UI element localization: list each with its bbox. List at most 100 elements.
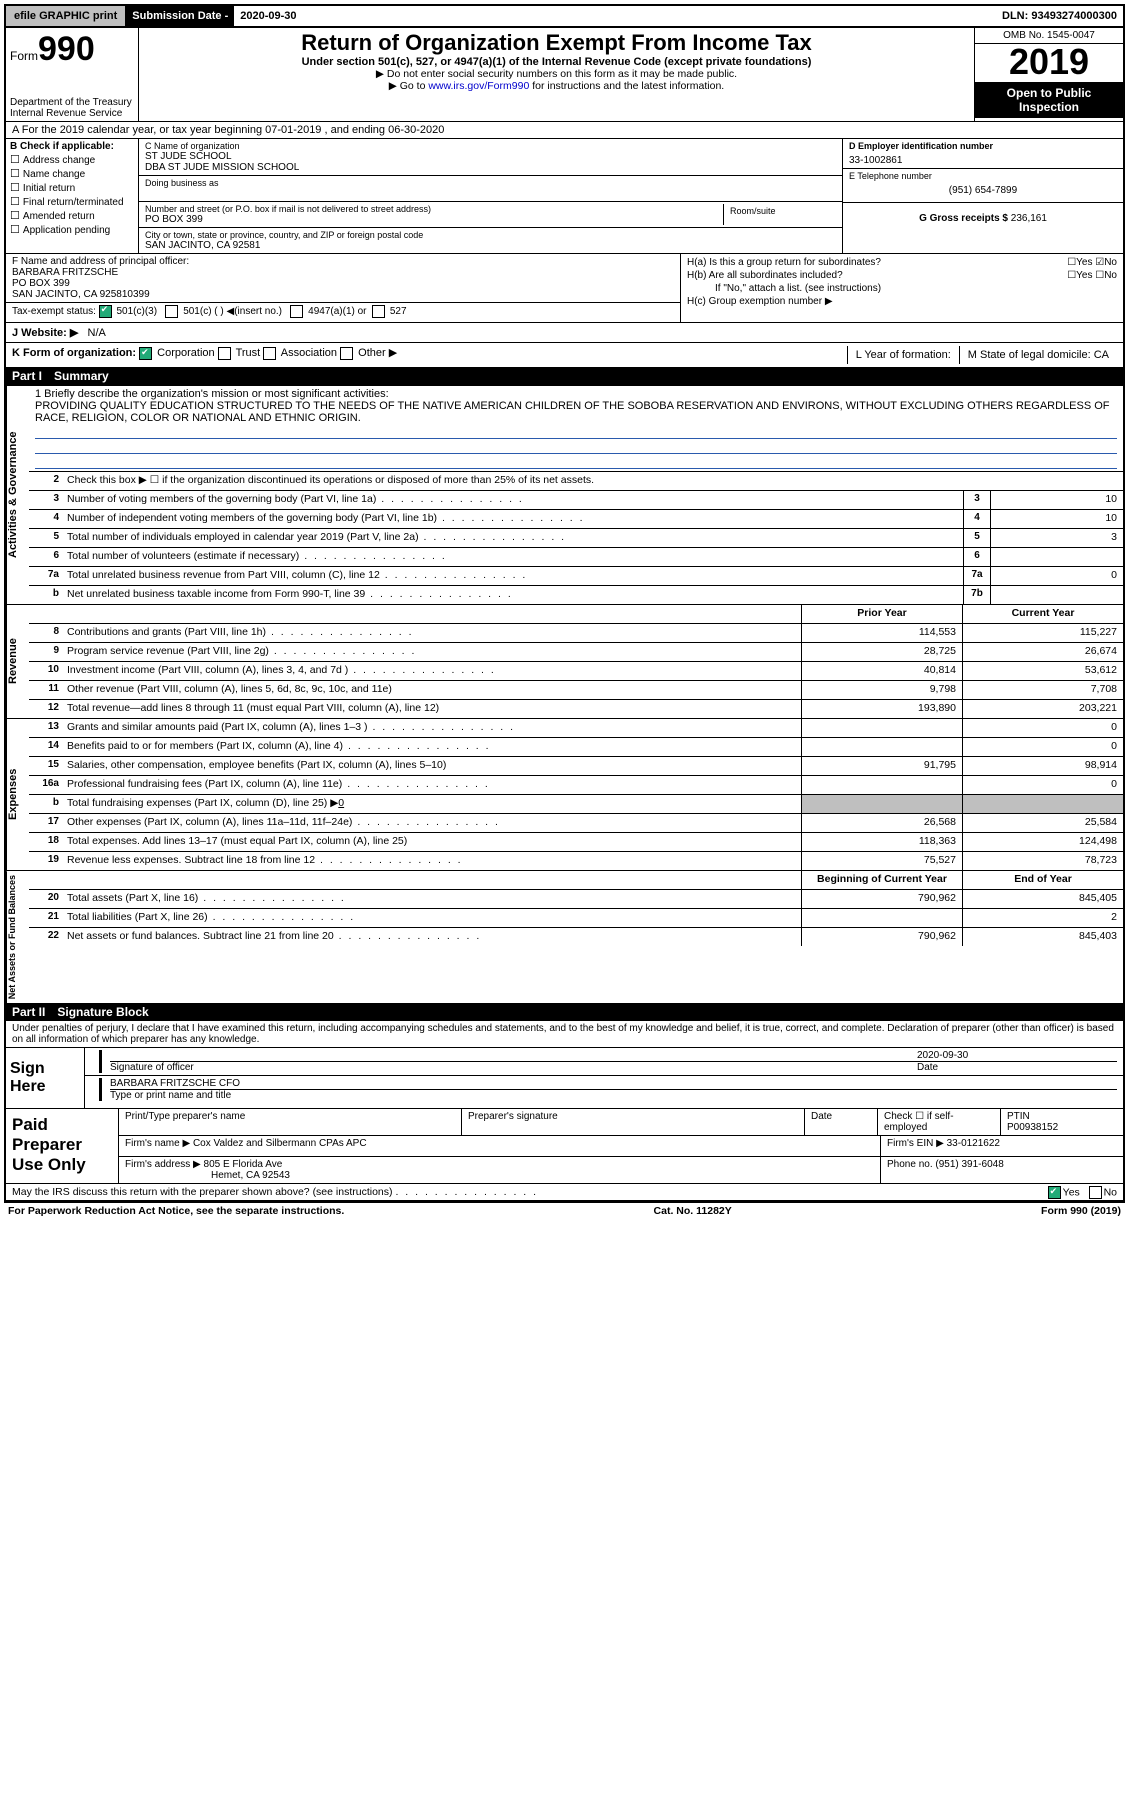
form-note-1: ▶ Do not enter social security numbers o… [145,68,968,80]
curr-18: 124,498 [962,833,1123,851]
irs-link[interactable]: www.irs.gov/Form990 [428,80,529,92]
line-16a: Professional fundraising fees (Part IX, … [63,776,801,794]
firm-ein-label: Firm's EIN ▶ [887,1138,947,1149]
chk-501c[interactable] [165,305,178,318]
line-22: Net assets or fund balances. Subtract li… [63,928,801,946]
end-21: 2 [962,909,1123,927]
hdr-prior-year: Prior Year [801,605,962,623]
curr-12: 203,221 [962,700,1123,718]
chk-amended[interactable]: Amended return [10,209,134,222]
prior-16b-shaded [801,795,962,813]
line-7a: Total unrelated business revenue from Pa… [63,567,963,585]
prior-13 [801,719,962,737]
mission-text: PROVIDING QUALITY EDUCATION STRUCTURED T… [35,400,1117,424]
chk-association[interactable] [263,347,276,360]
org-name-2: DBA ST JUDE MISSION SCHOOL [145,162,836,173]
begin-21 [801,909,962,927]
part-1-header: Part I Summary [6,367,1123,385]
line-17: Other expenses (Part IX, column (A), lin… [63,814,801,832]
line-9: Program service revenue (Part VIII, line… [63,643,801,661]
chk-discuss-yes[interactable] [1048,1186,1061,1199]
suite-label: Room/suite [724,204,836,225]
chk-initial-return[interactable]: Initial return [10,181,134,194]
line-1-label: 1 Briefly describe the organization's mi… [35,388,1117,400]
firm-addr2: Hemet, CA 92543 [125,1170,290,1181]
officer-name: BARBARA FRITZSCHE [12,267,674,278]
opt-trust: Trust [236,347,261,359]
hdr-current-year: Current Year [962,605,1123,623]
chk-discuss-no[interactable] [1089,1186,1102,1199]
line-2: Check this box ▶ ☐ if the organization d… [63,472,1123,490]
chk-527[interactable] [372,305,385,318]
prior-16a [801,776,962,794]
chk-name-change[interactable]: Name change [10,167,134,180]
officer-addr2: SAN JACINTO, CA 925810399 [12,289,674,300]
prep-h4: Check ☐ if self-employed [878,1109,1001,1135]
prep-h1: Print/Type preparer's name [119,1109,462,1135]
curr-11: 7,708 [962,681,1123,699]
dept-irs: Internal Revenue Service [10,108,134,119]
e-label: E Telephone number [849,171,1117,181]
line-15: Salaries, other compensation, employee b… [63,757,801,775]
footer-left: For Paperwork Reduction Act Notice, see … [8,1205,344,1217]
line-5: Total number of individuals employed in … [63,529,963,547]
g-label: G Gross receipts $ [919,213,1011,224]
sign-here-label: Sign Here [6,1048,85,1108]
line-8: Contributions and grants (Part VIII, lin… [63,624,801,642]
curr-10: 53,612 [962,662,1123,680]
footer-mid: Cat. No. 11282Y [654,1205,732,1217]
efile-button[interactable]: efile GRAPHIC print [6,6,126,26]
chk-trust[interactable] [218,347,231,360]
hb-note: If "No," attach a list. (see instruction… [687,282,1117,295]
l-year-formation: L Year of formation: [847,346,959,364]
submission-date-label: Submission Date - [126,6,234,26]
street-address: PO BOX 399 [145,214,723,225]
chk-4947[interactable] [290,305,303,318]
form-prefix: Form [10,49,38,63]
chk-corporation[interactable] [139,347,152,360]
end-22: 845,403 [962,928,1123,946]
hb-label: H(b) Are all subordinates included? [687,270,843,281]
chk-501c3[interactable] [99,305,112,318]
form-header: Form990 Department of the Treasury Inter… [6,28,1123,122]
line-14: Benefits paid to or for members (Part IX… [63,738,801,756]
val-7a: 0 [990,567,1123,585]
tax-year: 2019 [975,44,1123,82]
part2-num: Part II [12,1005,57,1019]
firm-phone: (951) 391-6048 [935,1159,1003,1170]
line-16b-val: 0 [338,797,344,809]
chk-address-change[interactable]: Address change [10,153,134,166]
city-label: City or town, state or province, country… [145,230,836,240]
side-net-assets: Net Assets or Fund Balances [6,871,29,1003]
hdr-end-year: End of Year [962,871,1123,889]
curr-8: 115,227 [962,624,1123,642]
line-3: Number of voting members of the governin… [63,491,963,509]
hc-label: H(c) Group exemption number ▶ [687,295,1117,308]
discuss-label: May the IRS discuss this return with the… [12,1186,393,1198]
note2-pre: ▶ Go to [389,80,429,92]
chk-other[interactable] [340,347,353,360]
j-label: J Website: ▶ [12,327,78,339]
sig-officer-label: Signature of officer [110,1062,917,1073]
chk-app-pending[interactable]: Application pending [10,223,134,236]
dln: DLN: 93493274000300 [996,6,1123,26]
opt-association: Association [281,347,337,359]
gross-receipts: 236,161 [1011,213,1047,224]
part1-num: Part I [12,369,54,383]
phone-value: (951) 654-7899 [849,181,1117,200]
footer-right: Form 990 (2019) [1041,1205,1121,1217]
curr-14: 0 [962,738,1123,756]
curr-16a: 0 [962,776,1123,794]
form-title: Return of Organization Exempt From Incom… [145,30,968,56]
firm-label: Firm's name ▶ [125,1138,193,1149]
opt-other: Other ▶ [358,347,397,359]
firm-name: Cox Valdez and Silbermann CPAs APC [193,1138,367,1149]
line-7b: Net unrelated business taxable income fr… [63,586,963,604]
prior-18: 118,363 [801,833,962,851]
chk-final-return[interactable]: Final return/terminated [10,195,134,208]
prior-8: 114,553 [801,624,962,642]
line-4: Number of independent voting members of … [63,510,963,528]
side-expenses: Expenses [6,719,29,870]
line-6: Total number of volunteers (estimate if … [63,548,963,566]
line-12: Total revenue—add lines 8 through 11 (mu… [63,700,801,718]
